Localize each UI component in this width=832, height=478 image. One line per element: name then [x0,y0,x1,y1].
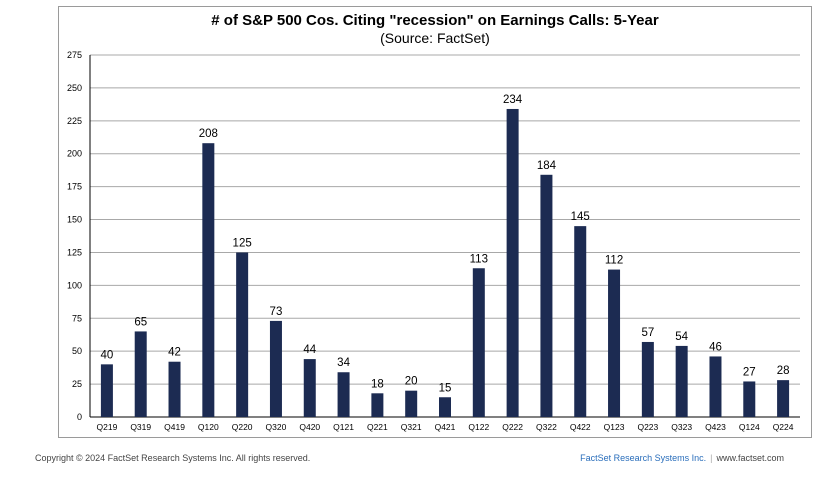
x-tick-label: Q321 [401,422,422,432]
y-tick-label: 275 [67,50,82,60]
data-label: 208 [199,128,218,140]
data-label: 65 [134,316,147,328]
chart-subtitle: (Source: FactSet) [380,30,490,46]
bar [439,397,451,417]
data-label: 125 [233,237,252,249]
data-label: 145 [571,211,590,223]
bar [641,341,654,417]
bar [405,390,418,417]
bar [337,372,350,417]
x-tick-label: Q123 [604,422,625,432]
x-tick-label: Q122 [468,422,489,432]
website-link[interactable]: www.factset.com [716,453,784,463]
bar [675,345,688,417]
y-tick-label: 75 [72,313,82,323]
y-tick-label: 150 [67,215,82,225]
x-tick-label: Q423 [705,422,726,432]
footer-credits: FactSet Research Systems Inc. | www.factse… [580,453,784,463]
y-tick-label: 0 [77,412,82,422]
bar [574,226,587,417]
data-label: 18 [371,378,384,390]
bar [202,143,215,418]
x-tick-label: Q322 [536,422,557,432]
bar [777,380,790,417]
x-tick-label: Q422 [570,422,591,432]
x-tick-label: Q222 [502,422,523,432]
y-tick-label: 50 [72,346,82,356]
data-label: 113 [470,253,488,265]
data-label: 44 [303,344,316,356]
footer-separator: | [710,453,713,463]
data-label: 27 [743,366,756,378]
y-tick-label: 225 [67,116,82,126]
y-tick-label: 100 [67,280,82,290]
bar [100,364,113,417]
x-tick-label: Q120 [198,422,219,432]
bar [506,108,519,417]
x-tick-label: Q421 [435,422,456,432]
x-tick-label: Q121 [333,422,354,432]
bar [303,359,316,417]
bar [134,331,147,417]
x-tick-label: Q319 [130,422,151,432]
y-tick-label: 200 [67,149,82,159]
bar [269,320,282,417]
brand-link[interactable]: FactSet Research Systems Inc. [580,453,707,463]
data-label: 15 [439,382,452,394]
y-tick-label: 250 [67,83,82,93]
y-tick-label: 25 [72,379,82,389]
bar [371,393,384,417]
x-tick-label: Q419 [164,422,185,432]
data-label: 42 [168,347,181,359]
data-label: 57 [641,327,654,339]
chart-title: # of S&P 500 Cos. Citing "recession" on … [211,12,659,29]
data-label: 46 [709,341,722,353]
data-label: 184 [537,160,557,172]
data-label: 28 [777,365,790,377]
bar [608,269,621,417]
x-tick-label: Q220 [232,422,253,432]
bar [743,381,756,417]
x-tick-label: Q124 [739,422,760,432]
y-tick-label: 125 [67,247,82,257]
x-tick-label: Q221 [367,422,388,432]
x-tick-label: Q420 [299,422,320,432]
data-label: 234 [503,94,523,106]
bar [540,174,553,417]
data-label: 112 [605,255,623,267]
x-tick-label: Q320 [266,422,287,432]
x-tick-label: Q323 [671,422,692,432]
data-label: 20 [405,376,418,388]
x-tick-label: Q224 [773,422,794,432]
bar [709,356,722,417]
bar [236,252,249,417]
x-tick-label: Q223 [637,422,658,432]
data-label: 40 [101,349,114,361]
x-tick-label: Q219 [97,422,118,432]
data-label: 34 [337,357,350,369]
copyright-text: Copyright © 2024 FactSet Research System… [35,453,311,463]
data-label: 73 [270,306,283,318]
bar [472,268,485,417]
bar [168,361,181,417]
data-label: 54 [675,331,688,343]
y-tick-label: 175 [67,182,82,192]
